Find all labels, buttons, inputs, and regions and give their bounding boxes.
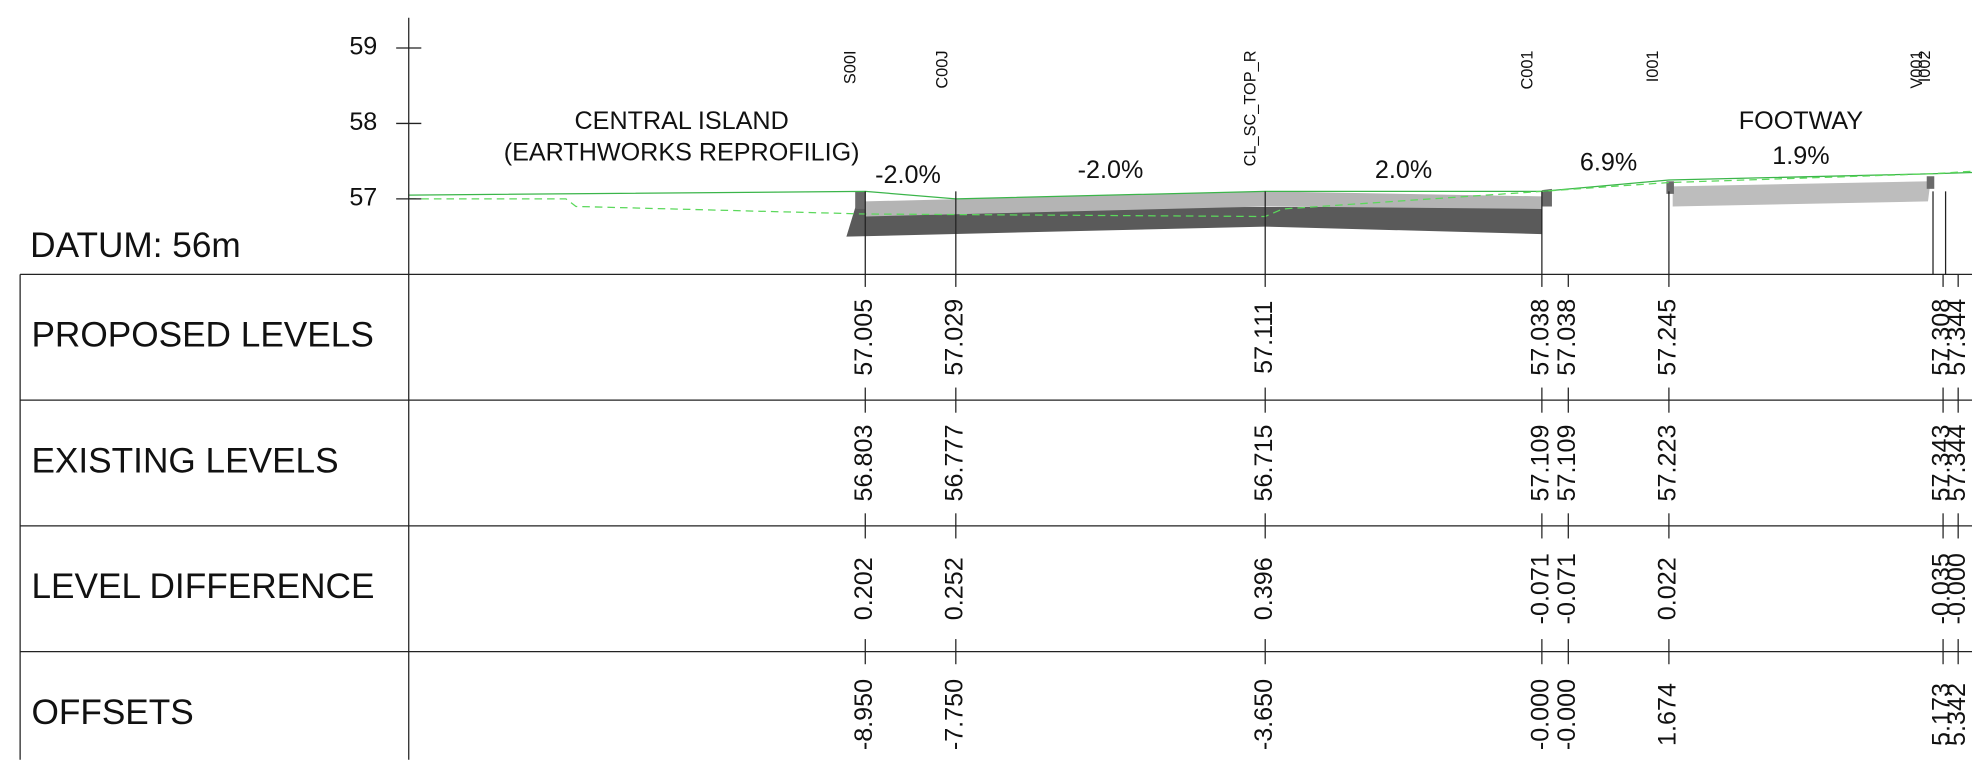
carriageway	[865, 191, 1542, 217]
kerb	[1541, 188, 1552, 207]
cell-value: 57.343	[1928, 425, 1956, 502]
cell-value: 1.674	[1654, 683, 1682, 746]
axis-tick-label: 59	[349, 33, 377, 61]
cell-value: -0.000	[1527, 679, 1555, 750]
point-label: S00I	[842, 50, 860, 84]
cell-value: 57.223	[1654, 425, 1682, 502]
gradient-label: -2.0%	[1078, 156, 1144, 184]
annotation: FOOTWAY	[1739, 107, 1864, 135]
cell-value: 56.715	[1250, 425, 1278, 502]
kerb	[1666, 181, 1674, 194]
kerb	[1926, 176, 1935, 189]
slab	[846, 206, 1542, 237]
gradient-label: -2.0%	[875, 161, 941, 189]
point-label: C001	[1518, 50, 1536, 89]
cell-value: -0.035	[1928, 553, 1956, 624]
cell-value: -0.000	[1943, 553, 1971, 624]
cell-value: 5.342	[1943, 683, 1971, 746]
cell-value: 57.344	[1943, 425, 1971, 502]
cell-value: 57.245	[1654, 299, 1682, 376]
cell-value: -0.000	[1553, 679, 1581, 750]
cell-value: -8.950	[850, 679, 878, 750]
cell-value: -7.750	[940, 679, 968, 750]
cell-value: 57.308	[1928, 299, 1956, 376]
point-label: V001	[1908, 50, 1926, 88]
gradient-label: 1.9%	[1772, 142, 1829, 170]
datum: DATUM: 56m	[30, 226, 241, 265]
row-title: EXISTING LEVELS	[31, 441, 338, 480]
footway-surface	[1672, 181, 1931, 207]
cell-value: -0.071	[1527, 553, 1555, 624]
axis-tick-label: 57	[349, 184, 377, 212]
cell-value: 5.173	[1928, 683, 1956, 746]
cell-value: 0.202	[850, 557, 878, 620]
proposed-line	[408, 170, 1972, 218]
gradient-label: 6.9%	[1580, 148, 1637, 176]
cell-value: -0.071	[1553, 553, 1581, 624]
cell-value: 0.396	[1250, 557, 1278, 620]
cell-value: 57.109	[1553, 425, 1581, 502]
point-label: I002	[1916, 50, 1934, 82]
cell-value: 57.038	[1527, 299, 1555, 376]
point-label: I001	[1644, 50, 1662, 82]
axis-tick-label: 58	[349, 108, 377, 136]
annotation: (EARTHWORKS REPROFILIG)	[504, 138, 860, 166]
cell-value: 57.344	[1943, 299, 1971, 376]
row-title: LEVEL DIFFERENCE	[31, 567, 374, 606]
cell-value: 57.005	[850, 299, 878, 376]
cell-value: 57.029	[940, 299, 968, 376]
row-title: PROPOSED LEVELS	[31, 316, 373, 355]
cell-value: 57.111	[1250, 301, 1278, 374]
point-label: C00J	[934, 50, 952, 88]
cell-value: 0.022	[1654, 557, 1682, 620]
cell-value: 0.252	[940, 557, 968, 620]
kerb	[855, 191, 866, 209]
cell-value: -3.650	[1250, 679, 1278, 750]
cell-value: 57.109	[1527, 425, 1555, 502]
cell-value: 57.038	[1553, 299, 1581, 376]
surfaces	[408, 170, 1972, 237]
annotation: CENTRAL ISLAND	[575, 107, 789, 135]
cell-value: 56.803	[850, 425, 878, 502]
gradient-label: 2.0%	[1375, 156, 1432, 184]
row-title: OFFSETS	[31, 693, 193, 732]
point-label: CL_SC_TOP_R	[1242, 50, 1260, 166]
cell-value: 56.777	[940, 425, 968, 502]
